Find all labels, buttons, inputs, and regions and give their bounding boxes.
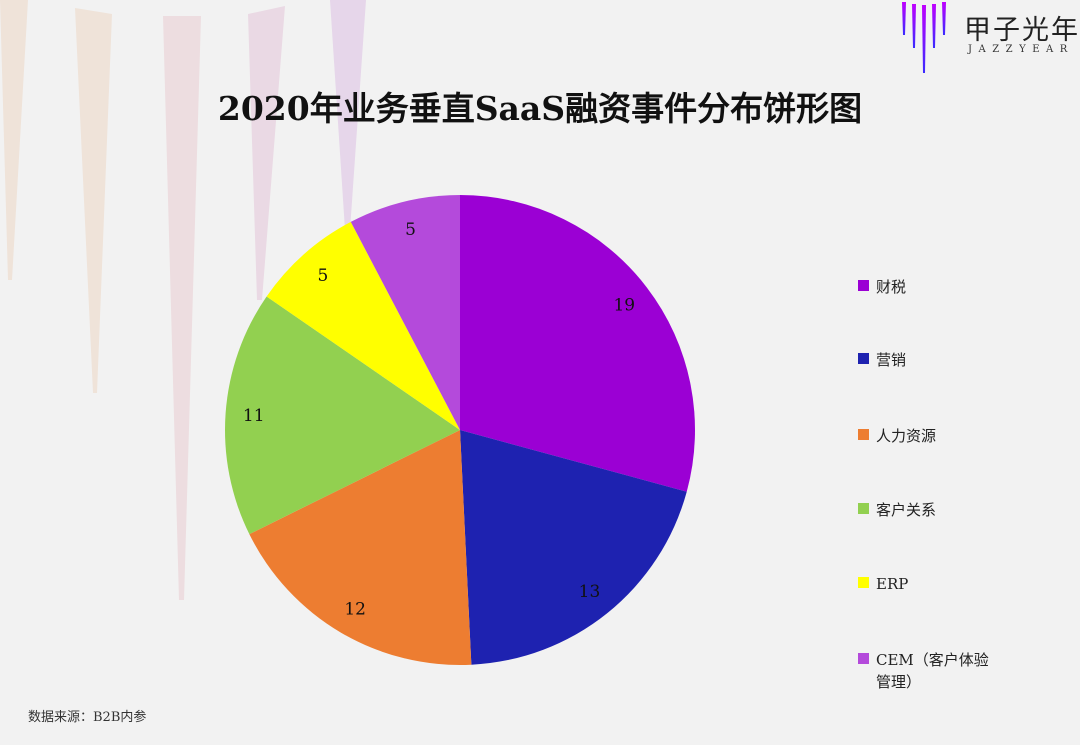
data-label: 12 [344, 599, 366, 619]
pie-slice [266, 221, 460, 430]
data-label: 5 [405, 220, 416, 240]
decor-strip [248, 6, 285, 300]
pie-slice [350, 195, 460, 430]
legend-swatch [858, 577, 869, 588]
data-label: 11 [243, 406, 265, 426]
legend-swatch [858, 653, 869, 664]
pie-slice [460, 195, 695, 492]
logo-mark [902, 2, 946, 73]
pie-slice [249, 430, 472, 666]
logo-text-en: JAZZYEAR [968, 44, 1074, 55]
legend-swatch [858, 503, 869, 514]
legend-swatch [858, 353, 869, 364]
data-label: 13 [579, 582, 601, 602]
decor-strip [75, 8, 112, 393]
data-label: 5 [317, 266, 328, 286]
decor-strip [0, 0, 28, 280]
data-source: 数据来源：B2B内参 [28, 710, 147, 725]
legend-label: 人力资源 [876, 427, 937, 445]
legend-swatch [858, 429, 869, 440]
legend-label: ERP [876, 575, 909, 593]
legend-item: 财税 [858, 276, 1018, 298]
legend-item: 客户关系 [858, 499, 1018, 521]
legend-label: 营销 [876, 351, 907, 369]
legend-swatch [858, 280, 869, 291]
logo-text-cn: 甲子光年 [964, 15, 1080, 46]
pie-slice [460, 430, 687, 665]
legend-label: 客户关系 [876, 501, 937, 519]
pie-slice [225, 296, 460, 535]
chart-title: 2020年业务垂直SaaS融资事件分布饼形图 [217, 89, 863, 128]
legend-label: CEM（客户体验管理） [876, 651, 989, 691]
decor-strip [163, 16, 201, 600]
legend-item: 人力资源 [858, 425, 1018, 447]
legend-item: 营销 [858, 349, 1018, 371]
data-label: 19 [613, 295, 635, 315]
decor-strip [330, 0, 366, 230]
legend-item: ERP [858, 573, 1018, 595]
legend-label: 财税 [876, 278, 907, 296]
legend-item: CEM（客户体验管理） [858, 649, 1018, 693]
